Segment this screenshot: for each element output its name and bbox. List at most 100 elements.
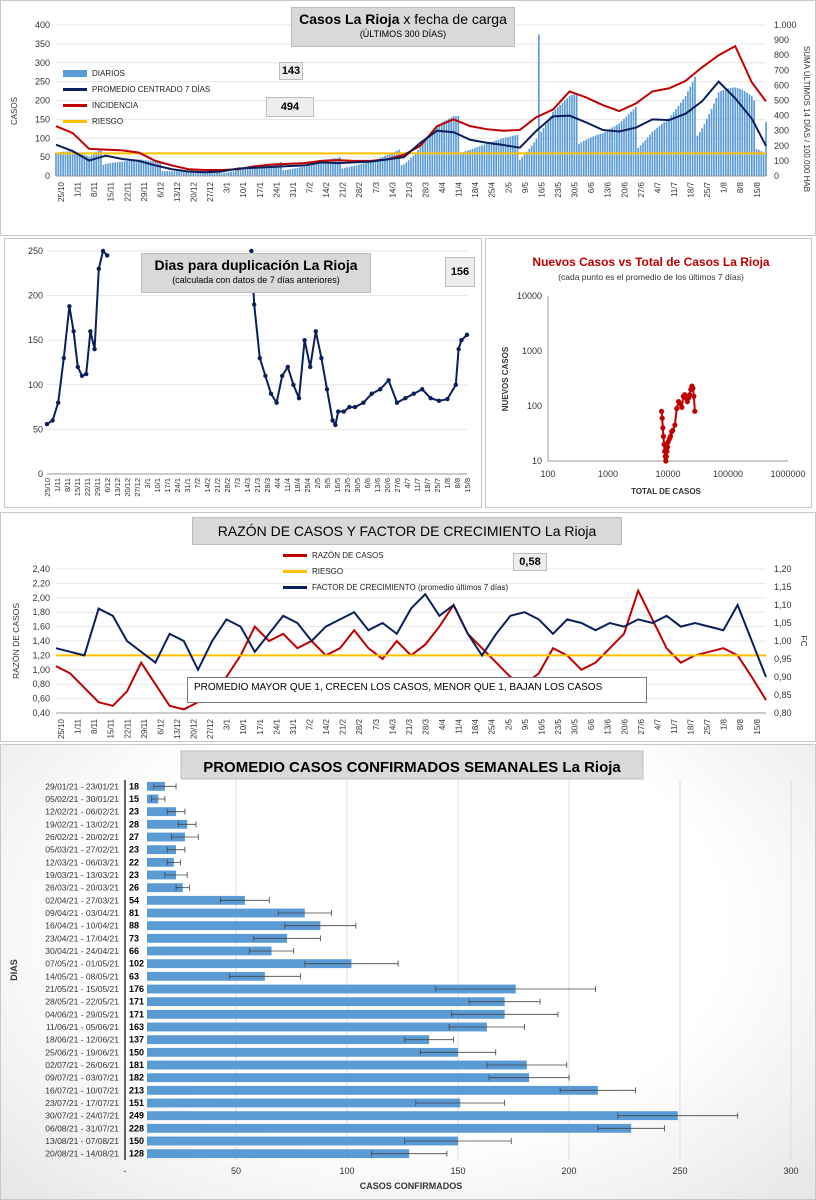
y-tick-label: 1000: [522, 346, 542, 356]
bar-value-label: 26: [129, 883, 139, 893]
daily-bar: [736, 88, 739, 176]
doubling-line-1: [46, 248, 108, 425]
legend-label-promedio: PROMEDIO CENTRADO 7 DÍAS: [92, 84, 211, 94]
x-tick-label: 14/3: [388, 718, 397, 734]
bar-value-label: 28: [129, 819, 139, 829]
daily-bar: [258, 166, 261, 176]
daily-bar: [689, 86, 692, 176]
daily-bar: [306, 165, 308, 176]
doubling-point: [453, 382, 458, 387]
y-tick-label: 0,80: [32, 679, 50, 689]
daily-bar: [429, 135, 431, 176]
y2-tick-label: 1,15: [774, 582, 792, 592]
daily-bar: [391, 152, 393, 176]
legend-diarios: DIARIOS: [63, 65, 210, 81]
daily-bar: [469, 149, 471, 176]
doubling-point: [386, 378, 391, 383]
cases-chart-subtitle: (ÚLTIMOS 300 DÍAS): [359, 29, 447, 39]
bar-value-label: 228: [129, 1123, 144, 1133]
x-tick-label: 100: [540, 469, 555, 479]
daily-bar: [263, 165, 266, 176]
daily-bar: [509, 136, 512, 176]
new-vs-total-chart: Nuevos Casos vs Total de Casos La Rioja (…: [501, 255, 806, 496]
daily-bar: [339, 157, 341, 176]
daily-bar: [149, 160, 152, 176]
daily-bar: [192, 171, 195, 176]
y-tick-label: 10000: [517, 291, 542, 301]
daily-bar: [116, 162, 119, 176]
x-tick-label: 25/10: [57, 181, 66, 202]
weekly-bar: [147, 807, 177, 817]
scatter-point: [672, 422, 678, 428]
x-tick-label: 50: [231, 1166, 241, 1176]
daily-bar: [220, 173, 223, 176]
cases-chart-title: Casos La Rioja x fecha de carga (ÚLTIMOS…: [291, 7, 515, 47]
doubling-point: [341, 409, 346, 414]
doubling-point: [92, 346, 97, 352]
y2-tick-label: 400: [774, 111, 789, 121]
daily-bar: [277, 162, 280, 176]
daily-bar: [360, 163, 363, 176]
y-tick-label: 150: [28, 335, 43, 345]
y2-tick-label: 700: [774, 65, 789, 75]
x-tick-label: 20/12: [123, 478, 132, 497]
daily-bar: [209, 170, 211, 176]
legend-swatch-riesgo-2: [283, 569, 307, 573]
daily-bar: [623, 118, 625, 176]
daily-bar: [495, 140, 498, 176]
x-tick-label: 8/8: [736, 718, 745, 730]
doubling-point: [268, 391, 274, 396]
daily-bar: [100, 149, 102, 176]
daily-bar: [488, 142, 490, 176]
y-tick-label: 2,40: [32, 564, 50, 574]
legend-swatch-razon: [283, 553, 307, 557]
daily-bar: [237, 169, 240, 176]
daily-bar: [627, 114, 630, 176]
doubling-point: [274, 400, 279, 405]
x-tick-label: 9/5: [521, 718, 530, 730]
daily-bar: [322, 159, 325, 176]
x-tick-label: 8/11: [90, 181, 99, 197]
daily-bar: [748, 94, 751, 176]
daily-bar: [500, 138, 502, 176]
x-tick-label: 25/10: [57, 718, 66, 739]
average-line: [55, 80, 767, 174]
x-tick-label: 17/1: [256, 181, 265, 197]
scatter-point: [664, 444, 671, 450]
y2-axis-label: SUMA ÚLTIMOS 14 DÍAS / 100.000 HAB: [802, 46, 811, 192]
daily-bar: [140, 159, 143, 176]
daily-bar: [533, 142, 535, 176]
weekly-title-box: [180, 750, 644, 780]
panel-weekly-cases: PROMEDIO CASOS CONFIRMADOS SEMANALES La …: [0, 744, 816, 1200]
weekly-bar: [147, 908, 305, 918]
category-label: 25/06/21 - 19/06/21: [45, 1047, 119, 1057]
bar-value-label: 23: [129, 870, 139, 880]
x-tick-label: 27/12: [206, 181, 215, 202]
scatter-point: [691, 393, 697, 399]
daily-bar: [346, 167, 348, 176]
scatter-point: [679, 404, 685, 410]
daily-bar: [161, 171, 164, 176]
x-tick-label: 22/11: [123, 718, 132, 738]
doubling-point: [308, 364, 313, 370]
daily-bar: [613, 126, 616, 176]
daily-bar: [616, 124, 618, 176]
daily-bar: [211, 170, 214, 176]
y-tick-label: 100: [28, 380, 43, 390]
x-tick-label: 18/4: [471, 181, 480, 197]
daily-bar: [102, 165, 105, 176]
doubling-point: [257, 355, 262, 361]
doubling-title-box: Dias para duplicación La Rioja (calculad…: [141, 253, 371, 293]
doubling-point: [79, 373, 85, 379]
x-tick-label: 20/6: [620, 718, 629, 734]
legend-promedio: PROMEDIO CENTRADO 7 DÍAS: [63, 81, 210, 97]
scatter-point: [670, 427, 676, 434]
x-tick-label: 10/1: [239, 718, 248, 734]
category-label: 19/03/21 - 13/03/21: [45, 870, 119, 880]
x-tick-label: 9/5: [323, 478, 332, 488]
daily-bar: [398, 149, 400, 176]
doubling-point: [280, 373, 285, 379]
daily-bar: [178, 171, 180, 176]
doubling-point: [333, 422, 338, 428]
x-tick-label: 7/3: [372, 718, 381, 730]
